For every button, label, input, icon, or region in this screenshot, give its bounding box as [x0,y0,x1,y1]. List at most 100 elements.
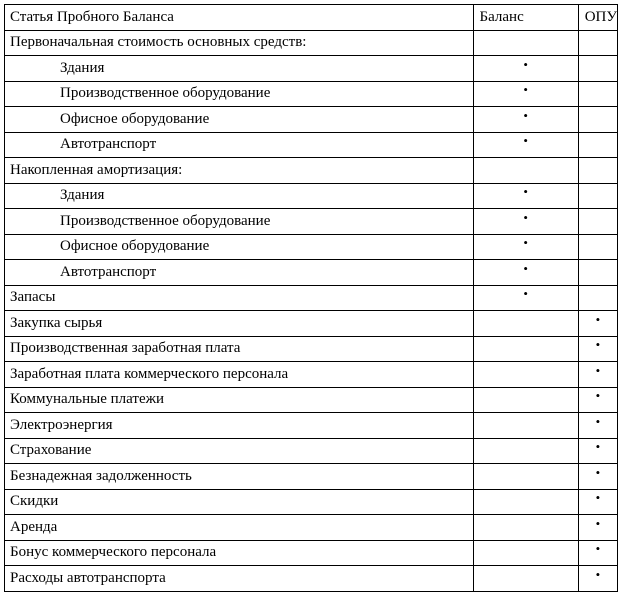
table-row: Страхование • [4,437,619,464]
balance-mark: • [523,133,528,149]
table-row: Скидки • [4,488,619,515]
header-pnl: ОПУ [577,4,619,31]
pnl-cell: • [577,539,619,566]
pnl-cell [577,284,619,311]
table-row: Здания • [4,182,619,209]
pnl-mark: • [595,541,601,557]
pnl-cell [577,182,619,209]
balance-mark: • [523,107,528,123]
table-row: Производственное оборудование • [4,80,619,107]
row-label: Здания [4,55,474,82]
pnl-cell [577,233,619,260]
pnl-mark: • [595,439,601,455]
row-label: Расходы автотранспорта [4,565,474,592]
table-row: Офисное оборудование • [4,106,619,133]
table-row: Аренда • [4,514,619,541]
pnl-cell [577,55,619,82]
balance-cell: • [472,182,579,209]
row-label: Страхование [4,437,474,464]
pnl-cell [577,80,619,107]
pnl-mark: • [595,311,601,327]
balance-cell [472,335,579,362]
balance-cell [472,361,579,388]
pnl-cell: • [577,386,619,413]
balance-cell [472,157,579,184]
table-row: Запасы • [4,284,619,311]
pnl-cell [577,259,619,286]
row-label: Производственное оборудование [4,80,474,107]
pnl-mark: • [595,388,601,404]
pnl-mark: • [595,566,601,582]
balance-mark: • [523,209,528,225]
pnl-cell [577,208,619,235]
balance-mark: • [523,235,528,251]
balance-cell [472,488,579,515]
table-row: Производственное оборудование • [4,208,619,235]
balance-cell: • [472,284,579,311]
pnl-mark: • [595,490,601,506]
balance-cell [472,310,579,337]
balance-mark: • [523,286,528,302]
table-row: Бонус коммерческого персонала • [4,539,619,566]
row-label: Офисное оборудование [4,106,474,133]
table-row: Накопленная амортизация: [4,157,619,184]
row-label: Электроэнергия [4,412,474,439]
balance-cell: • [472,55,579,82]
table-row: Коммунальные платежи • [4,386,619,413]
row-label: Офисное оборудование [4,233,474,260]
header-row: Статья Пробного Баланса Баланс ОПУ [4,4,619,31]
pnl-cell: • [577,361,619,388]
balance-cell [472,539,579,566]
balance-cell [472,463,579,490]
table-row: Первоначальная стоимость основных средст… [4,29,619,56]
header-balance: Баланс [472,4,579,31]
row-label: Автотранспорт [4,131,474,158]
row-label: Накопленная амортизация: [4,157,474,184]
table-row: Заработная плата коммерческого персонала… [4,361,619,388]
pnl-mark: • [595,515,601,531]
table-row: Электроэнергия • [4,412,619,439]
balance-cell [472,514,579,541]
balance-cell [472,386,579,413]
row-label: Закупка сырья [4,310,474,337]
row-label: Скидки [4,488,474,515]
balance-cell [472,437,579,464]
table-row: Автотранспорт • [4,131,619,158]
row-label: Безнадежная задолженность [4,463,474,490]
pnl-cell: • [577,310,619,337]
pnl-mark: • [595,413,601,429]
pnl-cell: • [577,514,619,541]
row-label: Запасы [4,284,474,311]
table-row: Закупка сырья • [4,310,619,337]
row-label: Бонус коммерческого персонала [4,539,474,566]
balance-mark: • [523,184,528,200]
table-row: Производственная заработная плата • [4,335,619,362]
balance-cell: • [472,131,579,158]
balance-cell [472,29,579,56]
pnl-mark: • [595,362,601,378]
pnl-mark: • [595,337,601,353]
pnl-cell: • [577,437,619,464]
pnl-cell [577,131,619,158]
table-row: Офисное оборудование • [4,233,619,260]
balance-cell: • [472,259,579,286]
balance-cell: • [472,233,579,260]
pnl-cell: • [577,463,619,490]
row-label: Автотранспорт [4,259,474,286]
table-row: Здания • [4,55,619,82]
pnl-cell: • [577,412,619,439]
table-row: Расходы автотранспорта • [4,565,619,592]
pnl-cell: • [577,565,619,592]
balance-mark: • [523,56,528,72]
header-item: Статья Пробного Баланса [4,4,474,31]
row-label: Аренда [4,514,474,541]
balance-cell [472,565,579,592]
row-label: Производственное оборудование [4,208,474,235]
table-row: Автотранспорт • [4,259,619,286]
balance-mark: • [523,82,528,98]
balance-cell [472,412,579,439]
row-label: Здания [4,182,474,209]
row-label: Коммунальные платежи [4,386,474,413]
row-label: Заработная плата коммерческого персонала [4,361,474,388]
pnl-cell: • [577,488,619,515]
